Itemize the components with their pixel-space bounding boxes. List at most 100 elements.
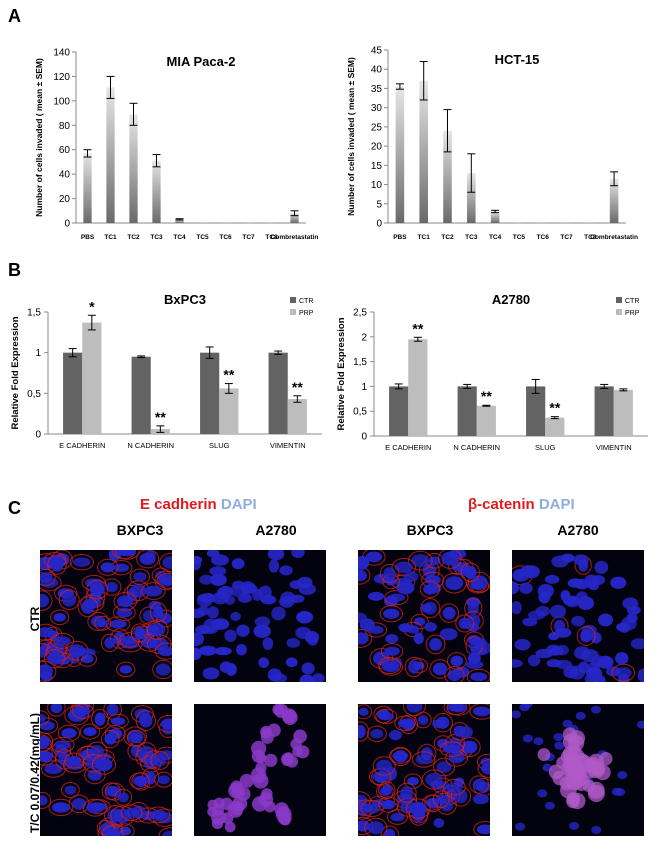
membrane-stain [372, 756, 396, 776]
header-marker-e-cadherin: E cadherin [140, 496, 217, 513]
nucleus [199, 574, 214, 585]
cell [252, 773, 269, 789]
nucleus [450, 704, 468, 713]
y-tick-label: 80 [59, 121, 71, 132]
y-tick-label: 1 [35, 348, 41, 359]
legend-label-ctr: CTR [625, 298, 639, 305]
nucleus [544, 574, 560, 584]
nucleus [81, 600, 95, 614]
membrane-stain [47, 704, 66, 717]
nucleus [436, 794, 447, 805]
cell [563, 752, 578, 767]
nucleus [458, 617, 471, 630]
membrane-stain [380, 825, 399, 836]
membrane-stain [402, 704, 426, 717]
y-tick-label: 40 [371, 65, 383, 76]
nucleus [132, 776, 147, 786]
nucleus [575, 711, 586, 720]
nucleus [144, 585, 163, 597]
membrane-stain [130, 623, 149, 643]
nucleus [77, 648, 96, 657]
y-tick-label: 35 [371, 84, 383, 95]
nucleus [53, 613, 66, 622]
nucleus [445, 576, 464, 590]
nucleus [290, 594, 305, 603]
nucleus [296, 611, 313, 623]
cell [537, 748, 551, 762]
cell [559, 776, 574, 791]
significance-marker: ** [223, 367, 234, 383]
nucleus [83, 727, 97, 737]
membrane-stain [438, 550, 462, 569]
chart-bxpc3: BxPC3 0 0,5 1 1,5 Relative Fold Expression CTR… [10, 292, 322, 450]
membrane-stain [388, 747, 412, 764]
nucleus [53, 636, 71, 646]
nucleus [105, 581, 118, 593]
nucleus [301, 662, 315, 675]
membrane-stain [390, 746, 411, 767]
membrane-stain [154, 570, 172, 591]
chart-a2780: A2780 0 0,5 1 1,5 2 2,5 Relative Fold Expressio… [336, 292, 648, 452]
micrograph-ecad-bxpc3-ctr [40, 550, 172, 682]
nucleus [214, 646, 232, 656]
nucleus [130, 733, 143, 743]
bar-prp-e-cadherin [408, 339, 428, 436]
bar-pbs [395, 86, 405, 223]
bar-ctr-e-cadherin [63, 352, 83, 434]
membrane-stain [158, 827, 172, 836]
bar-tc4 [490, 211, 500, 223]
y-tick-label: 20 [371, 142, 383, 153]
y-tick-label: 0,5 [27, 389, 41, 400]
nucleus [62, 593, 77, 607]
nucleus [51, 802, 70, 813]
nucleus [406, 704, 423, 713]
nucleus [100, 562, 116, 573]
y-tick-label: 1,5 [353, 357, 367, 368]
column-label-a2780-right: A2780 [557, 522, 599, 538]
nucleus [122, 635, 137, 645]
nucleus [370, 729, 384, 739]
nucleus [522, 734, 533, 743]
cell [587, 784, 605, 803]
nucleus [64, 785, 77, 795]
nucleus [237, 593, 252, 603]
bar-tc8 [586, 222, 595, 223]
membrane-stain [107, 713, 129, 729]
bar-prp-e-cadherin [82, 322, 102, 434]
x-tick-label: TC6 [537, 234, 550, 241]
nucleus [637, 668, 644, 682]
membrane-stain [378, 656, 402, 675]
nucleus [381, 799, 396, 810]
nucleus [384, 646, 400, 656]
membrane-stain [384, 589, 409, 606]
nucleus [522, 704, 533, 709]
membrane-stain [380, 643, 404, 660]
nucleus [61, 728, 77, 739]
membrane-stain [40, 791, 52, 809]
membrane-stain [40, 732, 54, 752]
nucleus [365, 551, 383, 563]
x-tick-label: E CADHERIN [59, 441, 105, 450]
nucleus [414, 617, 426, 626]
nucleus [447, 669, 462, 682]
nucleus [40, 720, 55, 731]
x-tick-label: TC4 [489, 234, 502, 241]
membrane-stain [404, 656, 424, 678]
nucleus [551, 555, 569, 568]
nucleus [403, 571, 419, 582]
nucleus [470, 672, 488, 682]
header-stain-dapi: DAPI [538, 496, 575, 513]
panel-letter-c: C [8, 498, 21, 518]
nucleus [446, 782, 463, 792]
bar-tc5 [198, 222, 207, 223]
y-tick-label: 15 [371, 161, 383, 172]
nucleus [162, 830, 172, 836]
nucleus [569, 821, 580, 830]
nucleus [117, 595, 134, 608]
nucleus [454, 789, 468, 804]
nucleus [537, 583, 554, 598]
nucleus [40, 750, 53, 763]
nucleus [472, 637, 487, 648]
membrane-stain [135, 710, 156, 731]
nucleus [106, 704, 119, 717]
